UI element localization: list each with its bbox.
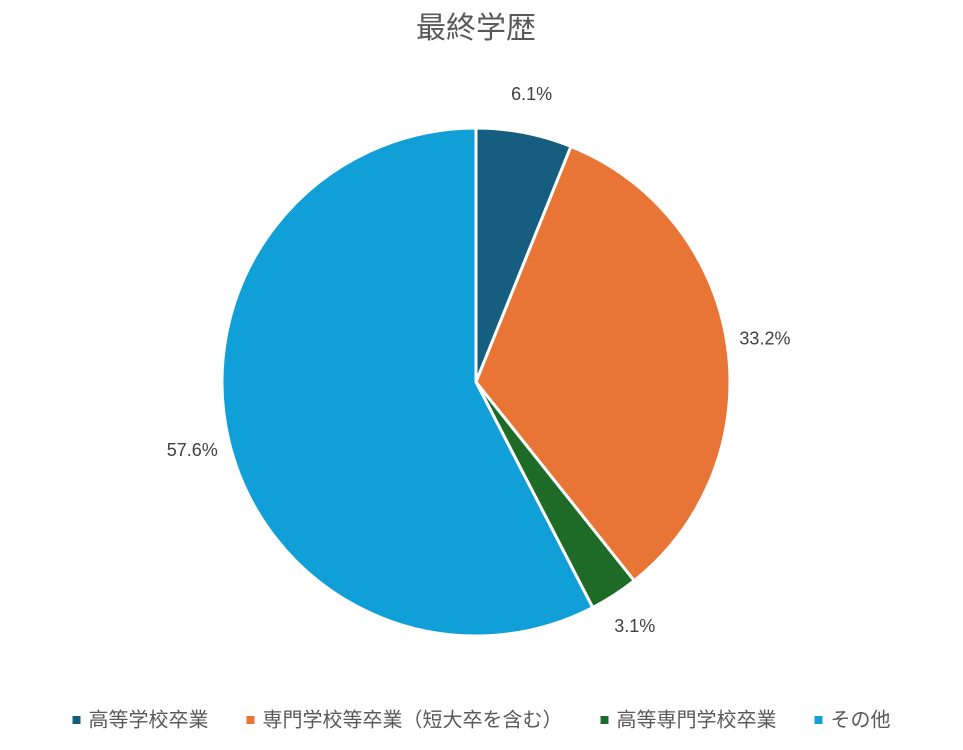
data-label: 33.2%	[739, 329, 790, 349]
pie-slice	[220, 126, 595, 638]
chart-title: 最終学歴	[416, 12, 536, 45]
legend-marker	[246, 716, 255, 724]
pie-slice	[474, 144, 732, 583]
legend-label: 高等学校卒業	[89, 708, 209, 731]
data-label: 3.1%	[614, 616, 655, 636]
legend-label: 専門学校等卒業（短大卒を含む）	[263, 708, 563, 731]
legend-label: 高等専門学校卒業	[617, 708, 777, 731]
legend-marker	[814, 716, 823, 724]
legend-marker	[600, 716, 609, 724]
legend-label: その他	[831, 708, 891, 731]
data-label: 6.1%	[511, 84, 552, 104]
data-label: 57.6%	[167, 440, 218, 460]
legend-marker	[72, 716, 81, 724]
